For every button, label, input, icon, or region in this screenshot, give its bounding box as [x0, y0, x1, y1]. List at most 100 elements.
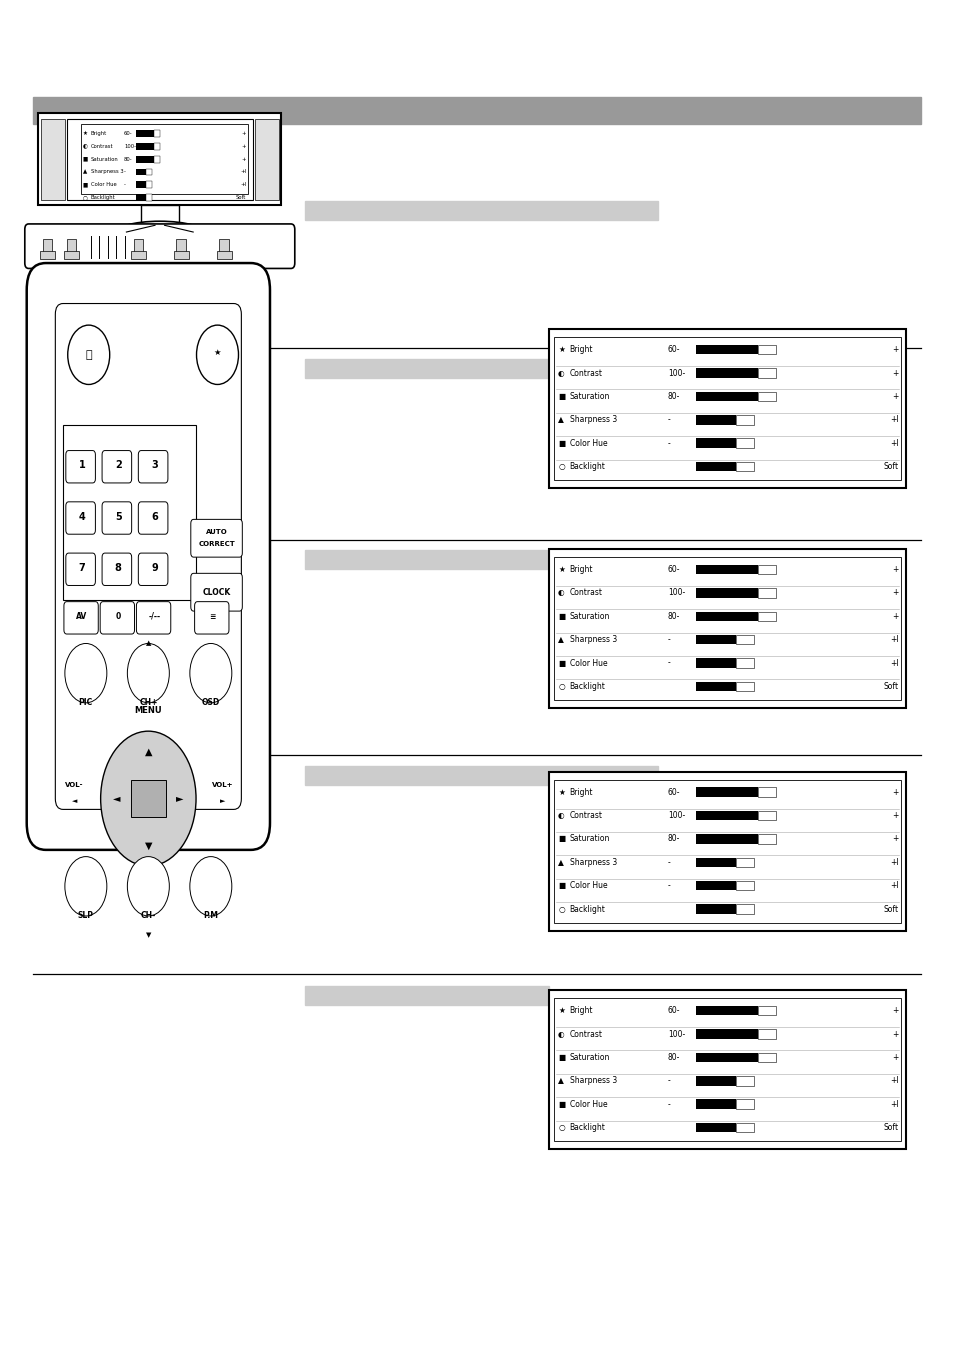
Bar [305, 201, 658, 220]
Text: CH+: CH+ [139, 699, 157, 707]
Text: ►: ► [219, 799, 225, 804]
Bar [696, 461, 736, 471]
Text: Contrast: Contrast [91, 144, 113, 148]
Text: Bright: Bright [91, 131, 107, 136]
Bar [548, 549, 905, 708]
Text: ▼: ▼ [145, 840, 152, 851]
Bar [554, 557, 900, 700]
Text: ▲: ▲ [146, 641, 151, 646]
Text: ★: ★ [558, 788, 564, 797]
Text: 5: 5 [114, 511, 122, 522]
Text: Sharpness 3: Sharpness 3 [91, 170, 123, 174]
Text: 60-: 60- [667, 345, 679, 355]
Text: 0: 0 [115, 612, 121, 621]
FancyBboxPatch shape [102, 502, 132, 534]
Text: ○: ○ [558, 905, 564, 913]
Text: -: - [667, 415, 670, 425]
Bar [548, 990, 905, 1149]
Text: +I: +I [240, 170, 246, 174]
Text: ○: ○ [558, 463, 564, 471]
Circle shape [190, 857, 232, 916]
Bar [736, 681, 753, 691]
Text: Contrast: Contrast [569, 1029, 602, 1039]
Text: Saturation: Saturation [569, 393, 609, 401]
Text: 80-: 80- [667, 835, 679, 843]
Text: Contrast: Contrast [569, 811, 602, 820]
Text: SLP: SLP [78, 912, 93, 920]
Bar [736, 635, 753, 645]
Bar [736, 858, 753, 867]
Bar [131, 780, 166, 817]
Text: 60-: 60- [667, 1006, 679, 1016]
Text: +I: +I [240, 182, 246, 188]
Text: Bright: Bright [569, 788, 593, 797]
Text: 60-: 60- [667, 565, 679, 575]
Bar [758, 1052, 775, 1062]
Bar [305, 986, 548, 1005]
Bar [554, 337, 900, 480]
Bar [736, 438, 753, 448]
Bar [136, 181, 146, 189]
Bar [133, 239, 143, 252]
Bar [696, 834, 758, 843]
Text: +: + [891, 835, 898, 843]
Bar [758, 611, 775, 621]
Bar [736, 904, 753, 913]
Text: Backlight: Backlight [569, 905, 605, 913]
Bar [554, 780, 900, 923]
Text: PIC: PIC [79, 699, 92, 707]
Bar [548, 329, 905, 488]
FancyBboxPatch shape [64, 602, 98, 634]
Text: ■: ■ [83, 182, 89, 188]
Bar [758, 391, 775, 401]
Text: Color Hue: Color Hue [91, 182, 116, 188]
Text: ≡: ≡ [210, 612, 215, 621]
Text: 3: 3 [151, 460, 158, 471]
Text: 2: 2 [114, 460, 122, 471]
Bar [736, 415, 753, 425]
Text: ■: ■ [83, 156, 89, 162]
Text: VOL-: VOL- [65, 782, 84, 788]
Text: Backlight: Backlight [569, 683, 605, 691]
Bar [305, 766, 658, 785]
Text: ◐: ◐ [558, 588, 564, 598]
Text: CORRECT: CORRECT [198, 541, 234, 546]
Text: Bright: Bright [569, 565, 593, 575]
Text: ★: ★ [558, 345, 564, 355]
Bar [696, 904, 736, 913]
Text: -: - [667, 438, 670, 448]
Bar [41, 119, 65, 200]
Bar [136, 155, 154, 163]
Bar [758, 345, 775, 355]
Text: +: + [891, 368, 898, 378]
Bar [696, 391, 758, 401]
Text: 100-: 100- [667, 588, 684, 598]
Text: ◐: ◐ [83, 144, 88, 148]
Text: 100-: 100- [667, 368, 684, 378]
Bar [758, 1006, 775, 1016]
Text: Soft: Soft [235, 196, 246, 200]
Bar [254, 119, 278, 200]
FancyBboxPatch shape [136, 602, 171, 634]
FancyBboxPatch shape [102, 553, 132, 585]
Bar [136, 130, 154, 136]
Text: AV: AV [76, 612, 88, 621]
Bar [696, 1006, 758, 1016]
FancyBboxPatch shape [102, 451, 132, 483]
Text: ◐: ◐ [558, 811, 564, 820]
Text: 60-: 60- [667, 788, 679, 797]
Bar [146, 194, 152, 201]
Text: VOL+: VOL+ [212, 782, 233, 788]
Bar [216, 251, 232, 259]
Text: Contrast: Contrast [569, 368, 602, 378]
Text: -: - [667, 635, 670, 645]
Circle shape [65, 857, 107, 916]
Bar [696, 565, 758, 575]
Text: ▼: ▼ [146, 932, 151, 938]
Text: -: - [667, 658, 670, 668]
Text: ▲: ▲ [558, 635, 563, 645]
Bar [154, 130, 160, 136]
Text: +I: +I [889, 881, 898, 890]
Text: 80-: 80- [124, 156, 132, 162]
Text: +: + [891, 565, 898, 575]
